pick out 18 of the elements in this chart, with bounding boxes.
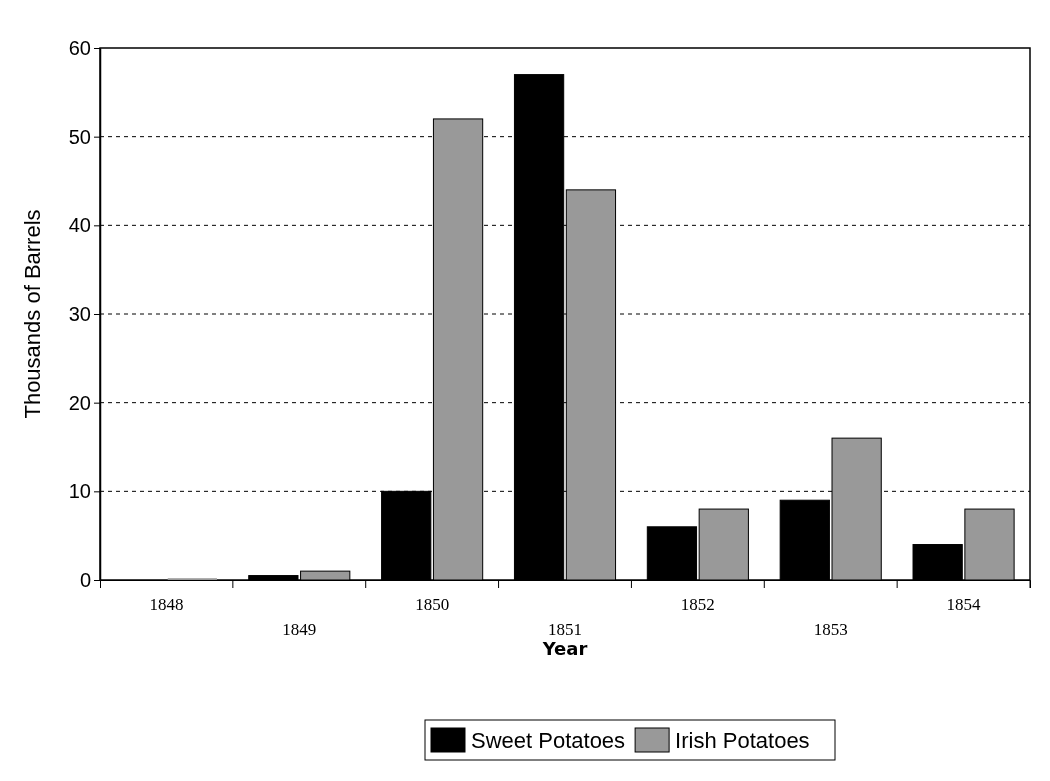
x-tick-label: 1849 [282, 620, 317, 640]
y-axis-title: Thousands of Barrels [20, 209, 45, 419]
x-tick-label: 1850 [415, 594, 450, 614]
x-tick-label: 1848 [149, 594, 184, 614]
x-tick-label: 1854 [946, 594, 982, 614]
y-tick-label: 40 [68, 214, 91, 237]
legend-label: Irish Potatoes [675, 728, 810, 753]
y-tick-label: 20 [68, 391, 91, 414]
y-tick-label: 30 [68, 302, 91, 325]
legend-label: Sweet Potatoes [471, 728, 626, 753]
y-tick-label: 50 [68, 125, 91, 148]
y-tick-label: 60 [68, 36, 91, 59]
y-tick-label: 0 [79, 568, 91, 591]
x-tick-label: 1853 [813, 620, 848, 640]
x-tick-label: 1852 [680, 594, 715, 614]
y-tick-label: 10 [68, 480, 91, 503]
x-axis-title: Year [541, 638, 588, 659]
x-tick-label: 1851 [548, 620, 582, 640]
